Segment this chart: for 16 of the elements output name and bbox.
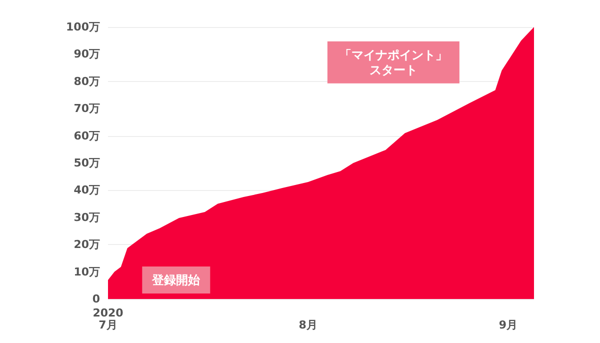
y-tick-label: 50万 — [74, 156, 100, 170]
annotation: 「マイナポイント」スタート — [339, 48, 448, 77]
x-tick-label: 9月 — [498, 318, 518, 332]
y-tick-label: 0 — [92, 292, 100, 306]
y-tick-label: 90万 — [74, 48, 100, 61]
y-tick-label: 40万 — [74, 184, 100, 197]
x-tick-label: 2020 7月 — [92, 306, 124, 332]
y-tick-label: 60万 — [74, 129, 100, 142]
y-tick-label: 70万 — [74, 102, 100, 116]
y-tick-label: 100万 — [66, 20, 100, 34]
y-tick-label: 30万 — [74, 210, 100, 224]
y-tick-label: 10万 — [74, 265, 100, 278]
x-tick-label: 8月 — [298, 318, 318, 332]
y-tick-label: 80万 — [74, 74, 100, 88]
y-tick-label: 20万 — [74, 238, 100, 252]
annotation: 登録開始 — [151, 272, 202, 287]
